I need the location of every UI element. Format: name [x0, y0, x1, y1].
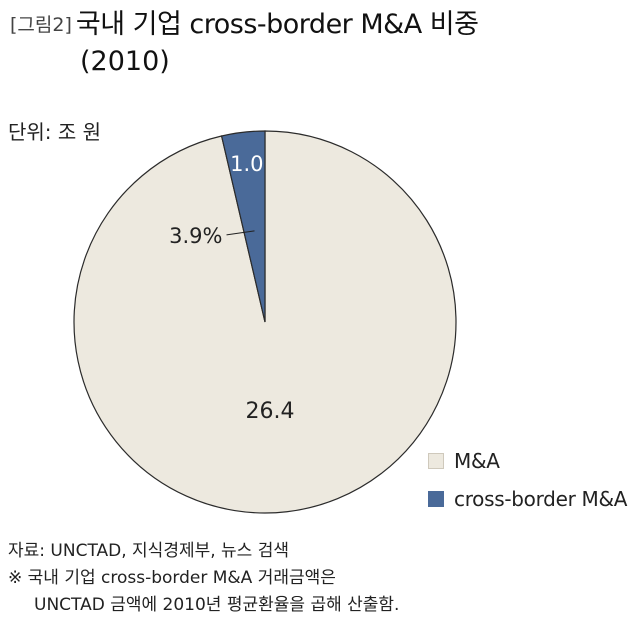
footer-notes: 자료: UNCTAD, 지식경제부, 뉴스 검색 ※ 국내 기업 cross-b…: [8, 538, 399, 619]
legend-swatch-cross-border: [428, 491, 444, 507]
legend-item-cross-border: cross-border M&A: [428, 480, 628, 518]
slice-cross-border: [220, 130, 266, 323]
calc-note-1: ※ 국내 기업 cross-border M&A 거래금액은: [8, 568, 336, 588]
figure-label: [그림2]: [10, 14, 72, 36]
legend-item-ma: M&A: [428, 442, 627, 480]
pie-slices: [73, 130, 457, 514]
source-note: 자료: UNCTAD, 지식경제부, 뉴스 검색: [8, 541, 290, 561]
slice-percent-cross-border: 3.9%: [169, 224, 222, 248]
percent-leader-line: [226, 230, 255, 236]
legend: M&A cross-border M&A: [428, 442, 628, 518]
legend-swatch-ma: [428, 453, 444, 469]
legend-label-cross-border: cross-border M&A: [454, 487, 628, 511]
title-text: 국내 기업 cross-border M&A 비중: [75, 9, 479, 40]
chart-title: [그림2] 국내 기업 cross-border M&A 비중 (2010): [10, 8, 479, 79]
legend-label-ma: M&A: [454, 449, 500, 473]
calc-note-2: UNCTAD 금액에 2010년 평균환율을 곱해 산출함.: [34, 595, 400, 615]
pie-labels: 1.0 3.9% 26.4: [169, 152, 294, 424]
slice-value-cross-border: 1.0: [230, 152, 263, 176]
slice-value-ma: 26.4: [246, 399, 295, 424]
title-year: (2010): [80, 46, 170, 77]
unit-label: 단위: 조 원: [8, 120, 102, 144]
